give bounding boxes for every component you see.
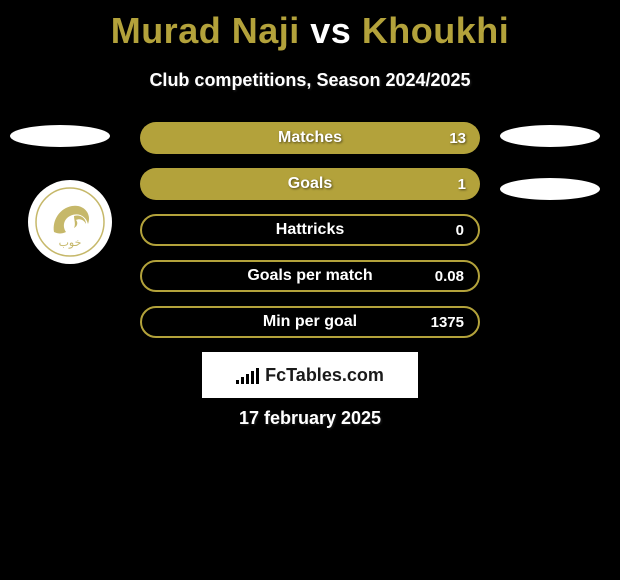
stat-row-min-per-goal: Min per goal 1375 xyxy=(140,306,480,338)
page-title: Murad Naji vs Khoukhi xyxy=(0,0,620,52)
stat-label: Goals xyxy=(288,175,332,193)
decor-oval-2 xyxy=(500,178,600,200)
decor-oval-0 xyxy=(10,125,110,147)
stats-table: Matches 13 Goals 1 Hattricks 0 Goals per match… xyxy=(140,122,480,352)
stat-value-right: 1375 xyxy=(431,314,464,331)
stat-row-goals: Goals 1 xyxy=(140,168,480,200)
title-player1: Murad Naji xyxy=(111,10,300,51)
title-vs: vs xyxy=(310,10,351,51)
stat-label: Hattricks xyxy=(276,221,344,239)
stat-value-right: 13 xyxy=(449,130,466,147)
club-logo-left: خوب xyxy=(28,180,112,264)
stat-row-goals-per-match: Goals per match 0.08 xyxy=(140,260,480,292)
branding-name: FcTables.com xyxy=(265,365,384,386)
subtitle: Club competitions, Season 2024/2025 xyxy=(0,70,620,91)
branding-box: FcTables.com xyxy=(202,352,418,398)
stat-value-right: 1 xyxy=(458,176,466,193)
stat-row-hattricks: Hattricks 0 xyxy=(140,214,480,246)
svg-text:خوب: خوب xyxy=(59,237,82,249)
date-label: 17 february 2025 xyxy=(0,408,620,429)
stat-label: Goals per match xyxy=(247,267,372,285)
bars-icon xyxy=(236,366,259,384)
stat-value-right: 0.08 xyxy=(435,268,464,285)
decor-oval-1 xyxy=(500,125,600,147)
falcon-icon: خوب xyxy=(34,186,106,258)
stat-row-matches: Matches 13 xyxy=(140,122,480,154)
title-player2: Khoukhi xyxy=(362,10,509,51)
stat-value-right: 0 xyxy=(456,222,464,239)
stat-label: Min per goal xyxy=(263,313,357,331)
stat-label: Matches xyxy=(278,129,342,147)
